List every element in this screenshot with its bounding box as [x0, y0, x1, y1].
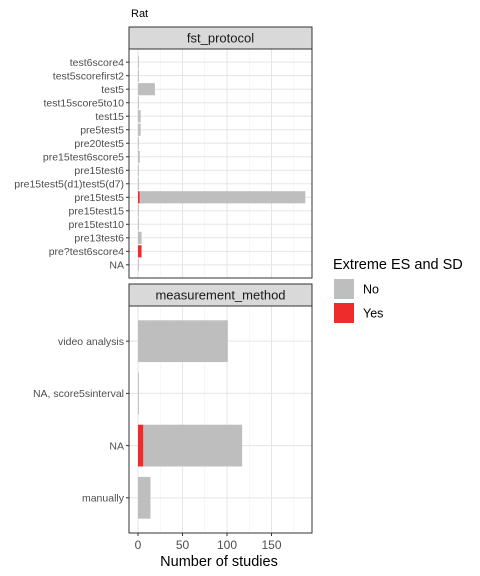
bar-fst-protocol-test5scorefirst2-no — [138, 69, 139, 82]
bar-fst-protocol-pre-test6score4-yes — [138, 245, 142, 258]
x-tick-label: 50 — [176, 538, 190, 552]
y-tick-label: manually — [82, 493, 125, 505]
bar-measurement-method-na-yes — [138, 424, 144, 467]
legend-swatch-no — [334, 279, 354, 299]
bar-fst-protocol-pre15test10-no — [138, 218, 139, 231]
y-tick-label: pre5test5 — [80, 125, 124, 137]
y-tick-label: test5scorefirst2 — [53, 70, 124, 82]
panel-border-measurement-method — [128, 305, 313, 534]
bar-fst-protocol-pre15test15-no — [138, 204, 139, 217]
bar-fst-protocol-pre15test6-no — [138, 164, 139, 177]
y-tick-label: test15score5to10 — [43, 98, 124, 110]
bar-fst-protocol-test15score5to10-no — [138, 96, 139, 109]
y-tick-label: NA — [109, 260, 124, 272]
x-tick-label: 100 — [217, 538, 237, 552]
y-tick-label: NA — [109, 440, 124, 452]
legend-swatch-yes — [334, 303, 354, 323]
y-tick-label: pre15test6score5 — [43, 152, 124, 164]
bar-measurement-method-na-score5sinterval-no — [138, 372, 139, 415]
y-tick-label: pre15test10 — [69, 219, 125, 231]
y-tick-label: pre15test5(d1)test5(d7) — [14, 179, 124, 191]
bar-fst-protocol-test6score4-no — [138, 56, 139, 69]
panel-strip-label-measurement-method: measurement_method — [155, 288, 285, 303]
y-tick-label: test15 — [95, 111, 124, 123]
x-axis-label: Number of studies — [160, 554, 278, 570]
bar-fst-protocol-pre5test5-no — [138, 123, 141, 136]
bar-fst-protocol-na-no — [138, 258, 139, 271]
bar-fst-protocol-test5-no — [138, 83, 155, 96]
bar-measurement-method-manually-no — [138, 476, 151, 519]
bar-fst-protocol-pre13test6-no — [138, 231, 142, 244]
y-tick-label: pre20test5 — [74, 138, 124, 150]
panel-border-fst-protocol — [128, 48, 313, 279]
y-tick-label: pre15test6 — [74, 165, 124, 177]
panel-measurement-method: measurement_method video analysis NA, sco… — [33, 283, 313, 534]
y-tick-label: video analysis — [58, 336, 124, 348]
bar-fst-protocol-test15-no — [138, 110, 141, 123]
legend-label-yes: Yes — [363, 307, 383, 321]
y-tick-label: pre13test6 — [74, 233, 124, 245]
bar-fst-protocol-pre15test5-d1-test5-d7-no — [138, 177, 139, 190]
chart-title: Rat — [131, 8, 148, 20]
legend-label-no: No — [363, 283, 379, 297]
y-tick-label: pre?test6score4 — [49, 246, 124, 258]
x-tick-label: 0 — [135, 538, 142, 552]
panel-strip-label-fst-protocol: fst_protocol — [187, 31, 254, 46]
y-tick-label: pre15test5 — [74, 192, 124, 204]
bar-fst-protocol-pre15test6score5-no — [138, 150, 140, 163]
legend: Extreme ES and SD No Yes — [333, 257, 463, 323]
panel-plot-area-fst-protocol — [129, 49, 312, 278]
bar-fst-protocol-pre15test5-yes — [138, 191, 140, 204]
x-tick-label: 150 — [261, 538, 281, 552]
panel-fst-protocol: fst_protocol test6score4test5scorefirst2… — [14, 26, 313, 279]
y-tick-label: test6score4 — [70, 57, 124, 69]
y-tick-label: test5 — [101, 84, 124, 96]
legend-title: Extreme ES and SD — [333, 257, 463, 273]
bar-fst-protocol-pre20test5-no — [138, 137, 139, 150]
bar-fst-protocol-pre15test5-no — [139, 191, 306, 204]
bar-measurement-method-video-analysis-no — [138, 320, 228, 363]
y-tick-label: pre15test15 — [69, 206, 125, 218]
bar-measurement-method-na-no — [143, 424, 243, 467]
y-tick-label: NA, score5sinterval — [33, 388, 124, 400]
